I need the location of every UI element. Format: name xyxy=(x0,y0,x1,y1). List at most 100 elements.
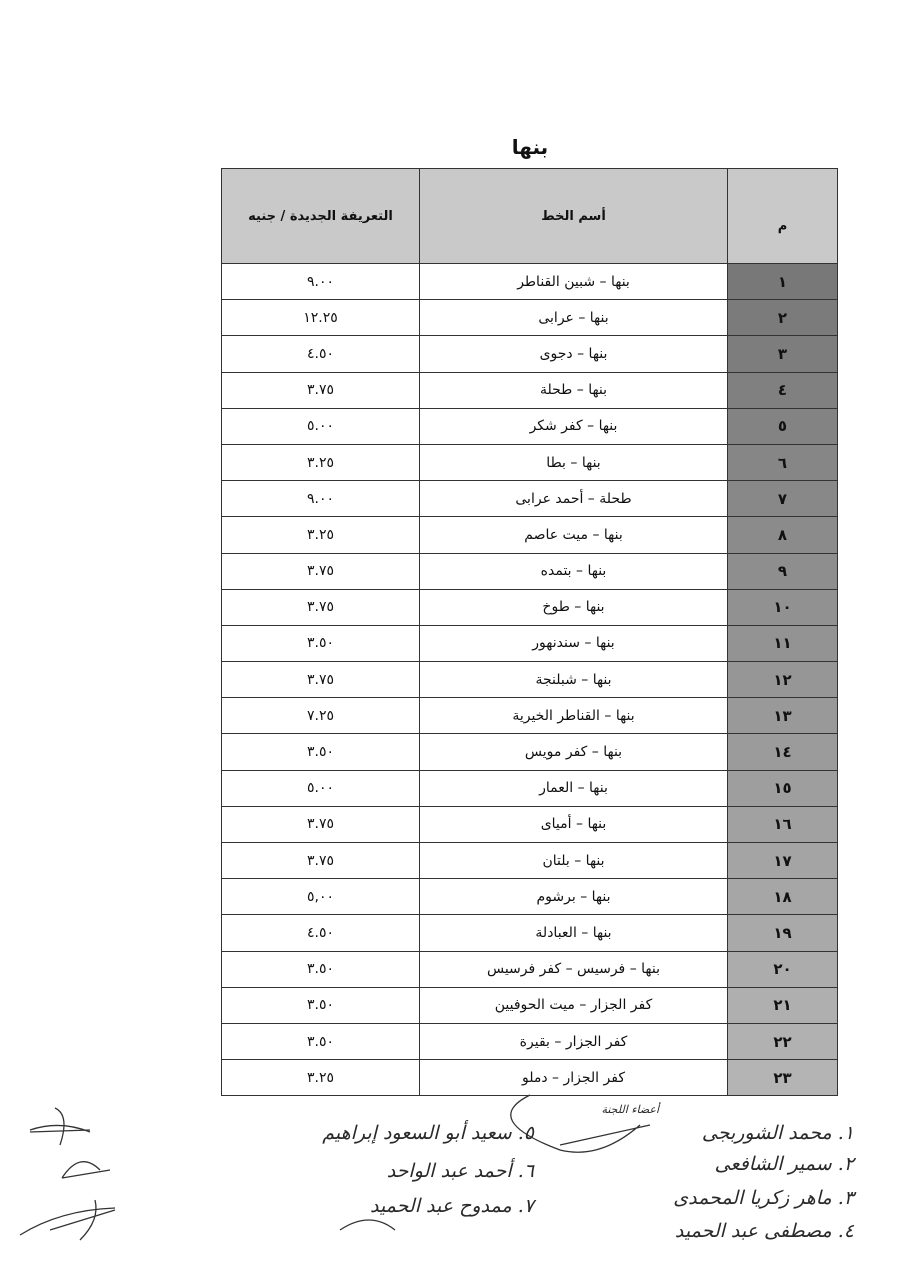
fare-value: ٤.٥٠ xyxy=(221,335,420,373)
table-row: ٤ بنها – طحلة ٣.٧٥ xyxy=(221,371,838,409)
fare-value: ٥,٠٠ xyxy=(221,878,420,916)
row-number: ٢٢ xyxy=(727,1022,838,1061)
committee-member-2: ٢. سمير الشافعى xyxy=(714,1153,854,1175)
fare-value: ٣.٧٥ xyxy=(221,588,420,626)
row-number: ٢ xyxy=(727,299,838,337)
table-row: ١٣ بنها – القناطر الخيرية ٧.٢٥ xyxy=(221,697,838,735)
line-name: بنها – كفر مويس xyxy=(419,733,728,771)
line-name: بنها – بتمده xyxy=(419,552,728,590)
row-number: ٦ xyxy=(727,443,838,482)
row-number: ٧ xyxy=(727,480,838,518)
row-number: ٨ xyxy=(727,516,838,554)
table-row: ١٥ بنها – العمار ٥.٠٠ xyxy=(221,769,838,807)
row-number: ٤ xyxy=(727,371,838,409)
fare-value: ٣.٧٥ xyxy=(221,552,420,590)
fare-value: ٣.٢٥ xyxy=(221,1059,420,1097)
line-name: بنها – طوخ xyxy=(419,588,728,626)
row-number: ١٩ xyxy=(727,914,838,952)
row-number: ١٥ xyxy=(727,769,838,807)
committee-member-1: ١. محمد الشوربجى xyxy=(701,1122,854,1144)
line-name: بنها – بطا xyxy=(419,443,728,482)
row-number: ١٦ xyxy=(727,805,838,844)
table-row: ٣ بنها – دجوى ٤.٥٠ xyxy=(221,335,838,373)
fare-value: ١٢.٢٥ xyxy=(221,299,420,337)
table-row: ١٠ بنها – طوخ ٣.٧٥ xyxy=(221,588,838,626)
committee-member-6: ٦. أحمد عبد الواحد xyxy=(386,1160,534,1182)
row-number: ١٢ xyxy=(727,661,838,699)
table-row: ١٨ بنها – برشوم ٥,٠٠ xyxy=(221,878,838,916)
row-number: ٢١ xyxy=(727,986,838,1024)
handwritten-signatures xyxy=(19,1094,651,1241)
table-row: ٧ طحلة – أحمد عرابى ٩.٠٠ xyxy=(221,480,838,518)
fare-value: ٣.٧٥ xyxy=(221,841,420,880)
table-row: ١ بنها – شبين القناطر ٩.٠٠ xyxy=(221,262,838,301)
table-header-row: م أسم الخط التعريفة الجديدة / جنيه xyxy=(221,168,838,264)
table-row: ٥ بنها – كفر شكر ٥.٠٠ xyxy=(221,407,838,445)
fare-value: ٧.٢٥ xyxy=(221,697,420,735)
row-number: ١ xyxy=(727,262,838,301)
line-name: كفر الجزار – دملو xyxy=(419,1059,728,1097)
fare-value: ٥.٠٠ xyxy=(221,407,420,445)
fare-value: ٥.٠٠ xyxy=(221,769,420,807)
committee-member-4: ٤. مصطفى عبد الحميد xyxy=(674,1220,854,1242)
line-name: بنها – كفر شكر xyxy=(419,407,728,445)
page-title: بنها xyxy=(511,135,549,159)
table-row: ١٢ بنها – شبلنجة ٣.٧٥ xyxy=(221,661,838,699)
table-row: ١٦ بنها – أمياى ٣.٧٥ xyxy=(221,805,838,844)
table-row: ٢٠ بنها – فرسيس – كفر فرسيس ٣.٥٠ xyxy=(221,950,838,988)
table-row: ١٤ بنها – كفر مويس ٣.٥٠ xyxy=(221,733,838,771)
fare-value: ٣.٥٠ xyxy=(221,986,420,1024)
line-name: طحلة – أحمد عرابى xyxy=(419,480,728,518)
table-row: ٢٢ كفر الجزار – بقيرة ٣.٥٠ xyxy=(221,1022,838,1061)
table-row: ٢١ كفر الجزار – ميت الحوفيين ٣.٥٠ xyxy=(221,986,838,1024)
line-name: بنها – شبلنجة xyxy=(419,661,728,699)
line-name: بنها – دجوى xyxy=(419,335,728,373)
fare-table: م أسم الخط التعريفة الجديدة / جنيه ١ بنها… xyxy=(221,168,838,1097)
line-name: بنها – فرسيس – كفر فرسيس xyxy=(419,950,728,988)
fare-value: ٣.٥٠ xyxy=(221,1022,420,1061)
row-number: ١٤ xyxy=(727,733,838,771)
fare-value: ٩.٠٠ xyxy=(221,262,420,301)
fare-value: ٤.٥٠ xyxy=(221,914,420,952)
row-number: ١٠ xyxy=(727,588,838,626)
line-name: بنها – العمار xyxy=(419,769,728,807)
fare-value: ٣.٧٥ xyxy=(221,661,420,699)
line-name: بنها – برشوم xyxy=(419,878,728,916)
fare-value: ٣.٢٥ xyxy=(221,443,420,482)
row-number: ٩ xyxy=(727,552,838,590)
row-number: ٢٠ xyxy=(727,950,838,988)
fare-value: ٣.٢٥ xyxy=(221,516,420,554)
header-num: م xyxy=(727,168,838,264)
row-number: ١٨ xyxy=(727,878,838,916)
fare-value: ٣.٧٥ xyxy=(221,371,420,409)
committee-heading: أعضاء اللجنة xyxy=(601,1103,659,1116)
line-name: بنها – بلتان xyxy=(419,841,728,880)
row-number: ٣ xyxy=(727,335,838,373)
line-name: بنها – أمياى xyxy=(419,805,728,844)
table-row: ٢ بنها – عرابى ١٢.٢٥ xyxy=(221,299,838,337)
committee-member-5: ٥. سعيد أبو السعود إبراهيم xyxy=(322,1122,534,1144)
committee-member-7: ٧. ممدوح عبد الحميد xyxy=(369,1195,534,1217)
line-name: بنها – ميت عاصم xyxy=(419,516,728,554)
fare-value: ٩.٠٠ xyxy=(221,480,420,518)
line-name: بنها – طحلة xyxy=(419,371,728,409)
header-fare: التعريفة الجديدة / جنيه xyxy=(221,168,420,264)
fare-value: ٣.٥٠ xyxy=(221,624,420,663)
fare-value: ٣.٧٥ xyxy=(221,805,420,844)
table-row: ٨ بنها – ميت عاصم ٣.٢٥ xyxy=(221,516,838,554)
line-name: بنها – العبادلة xyxy=(419,914,728,952)
line-name: بنها – عرابى xyxy=(419,299,728,337)
committee-member-3: ٣. ماهر زكريا المحمدى xyxy=(673,1187,854,1209)
table-row: ٦ بنها – بطا ٣.٢٥ xyxy=(221,443,838,482)
header-line-name: أسم الخط xyxy=(419,168,728,264)
table-row: ١٧ بنها – بلتان ٣.٧٥ xyxy=(221,841,838,880)
row-number: ١١ xyxy=(727,624,838,663)
fare-value: ٣.٥٠ xyxy=(221,950,420,988)
fare-value: ٣.٥٠ xyxy=(221,733,420,771)
row-number: ٥ xyxy=(727,407,838,445)
table-row: ٩ بنها – بتمده ٣.٧٥ xyxy=(221,552,838,590)
table-row: ١١ بنها – سندنهور ٣.٥٠ xyxy=(221,624,838,663)
line-name: بنها – القناطر الخيرية xyxy=(419,697,728,735)
line-name: كفر الجزار – ميت الحوفيين xyxy=(419,986,728,1024)
row-number: ١٧ xyxy=(727,841,838,880)
